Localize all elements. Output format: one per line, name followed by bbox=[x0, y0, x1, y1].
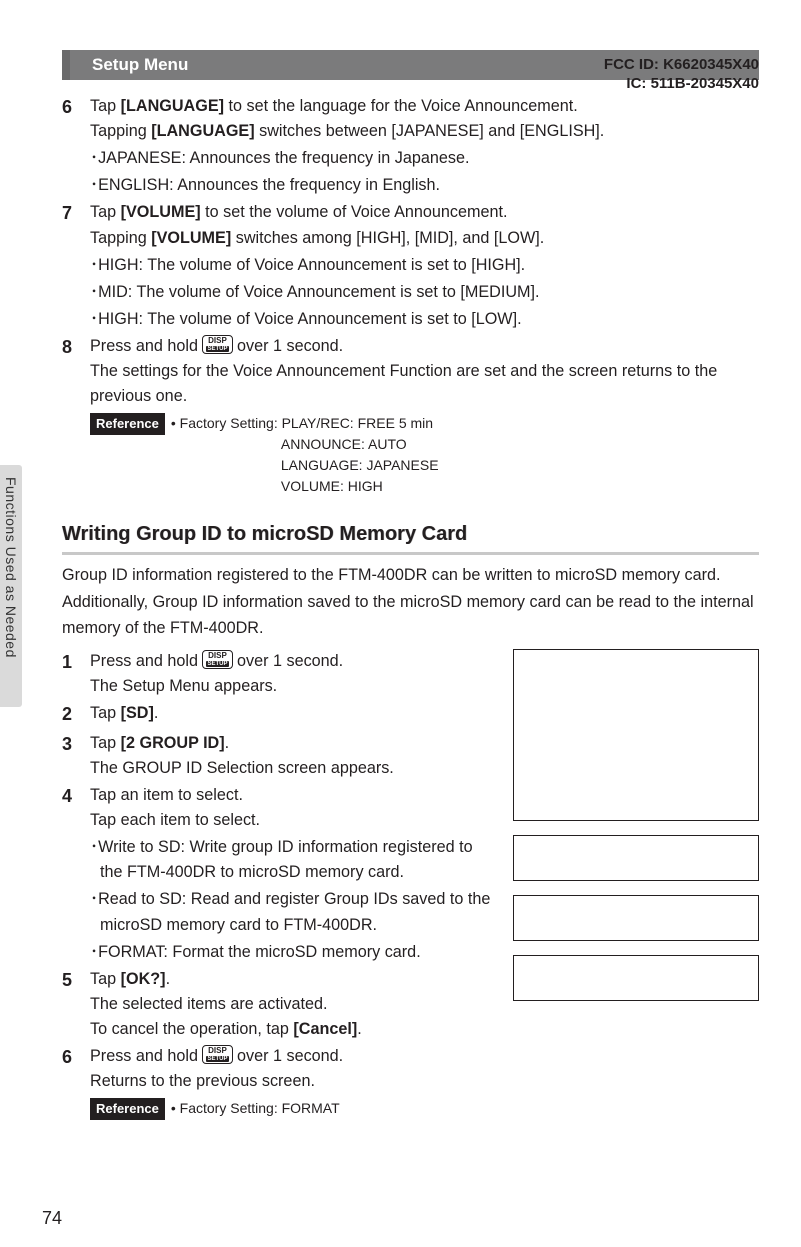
intro-paragraph: Group ID information registered to the F… bbox=[62, 563, 759, 588]
step-b2: 2 Tap [SD]. bbox=[62, 701, 495, 729]
step-number: 1 bbox=[62, 649, 90, 699]
bullet: ･Write to SD: Write group ID information… bbox=[90, 835, 495, 885]
step-line: Press and hold DISPSETUP over 1 second. bbox=[90, 1044, 495, 1069]
side-tab: Functions Used as Needed bbox=[0, 465, 22, 707]
step-number: 5 bbox=[62, 967, 90, 1042]
reference-line: LANGUAGE: JAPANESE bbox=[171, 455, 439, 476]
intro-paragraph: Additionally, Group ID information saved… bbox=[62, 590, 759, 640]
step-line: Tap [SD]. bbox=[90, 701, 495, 726]
reference-block: Reference • Factory Setting: FORMAT bbox=[90, 1098, 495, 1120]
step-line: The Setup Menu appears. bbox=[90, 674, 495, 699]
ic-id: IC: 511B-20345X40 bbox=[604, 75, 759, 94]
step-line: Tap [LANGUAGE] to set the language for t… bbox=[90, 94, 759, 119]
step-line: Tapping [VOLUME] switches among [HIGH], … bbox=[90, 226, 759, 251]
figure-column bbox=[513, 647, 759, 1015]
step-b4: 4 Tap an item to select. Tap each item t… bbox=[62, 783, 495, 965]
step-line: Returns to the previous screen. bbox=[90, 1069, 495, 1094]
step-line: The GROUP ID Selection screen appears. bbox=[90, 756, 495, 781]
step-7: 7 Tap [VOLUME] to set the volume of Voic… bbox=[62, 200, 759, 332]
step-6: 6 Tap [LANGUAGE] to set the language for… bbox=[62, 94, 759, 198]
bullet: ･MID: The volume of Voice Announcement i… bbox=[90, 280, 759, 305]
bullet: ･Read to SD: Read and register Group IDs… bbox=[90, 887, 495, 937]
step-line: To cancel the operation, tap [Cancel]. bbox=[90, 1017, 495, 1042]
step-line: Tap [OK?]. bbox=[90, 967, 495, 992]
reference-line: • Factory Setting: PLAY/REC: FREE 5 min bbox=[171, 413, 439, 434]
step-line: Press and hold DISPSETUP over 1 second. bbox=[90, 649, 495, 674]
bullet: ･FORMAT: Format the microSD memory card. bbox=[90, 940, 495, 965]
step-number: 6 bbox=[62, 94, 90, 198]
step-line: Tap each item to select. bbox=[90, 808, 495, 833]
step-line: The settings for the Voice Announcement … bbox=[90, 359, 759, 409]
bullet: ･ENGLISH: Announces the frequency in Eng… bbox=[90, 173, 759, 198]
step-number: 2 bbox=[62, 701, 90, 729]
step-8: 8 Press and hold DISPSETUP over 1 second… bbox=[62, 334, 759, 497]
heading-underline bbox=[62, 552, 759, 555]
reference-badge: Reference bbox=[90, 1098, 165, 1120]
step-number: 8 bbox=[62, 334, 90, 497]
step-number: 7 bbox=[62, 200, 90, 332]
step-b1: 1 Press and hold DISPSETUP over 1 second… bbox=[62, 649, 495, 699]
bullet: ･HIGH: The volume of Voice Announcement … bbox=[90, 253, 759, 278]
reference-badge: Reference bbox=[90, 413, 165, 435]
reference-line: ANNOUNCE: AUTO bbox=[171, 434, 439, 455]
bullet: ･JAPANESE: Announces the frequency in Ja… bbox=[90, 146, 759, 171]
fcc-id: FCC ID: K6620345X40 bbox=[604, 56, 759, 75]
step-b3: 3 Tap [2 GROUP ID]. The GROUP ID Selecti… bbox=[62, 731, 495, 781]
disp-setup-icon: DISPSETUP bbox=[202, 650, 232, 669]
section-heading: Writing Group ID to microSD Memory Card bbox=[62, 519, 759, 550]
step-line: Tapping [LANGUAGE] switches between [JAP… bbox=[90, 119, 759, 144]
step-line: Tap an item to select. bbox=[90, 783, 495, 808]
page-number: 74 bbox=[42, 1208, 62, 1229]
step-number: 3 bbox=[62, 731, 90, 781]
disp-setup-icon: DISPSETUP bbox=[202, 1045, 232, 1064]
step-line: Tap [VOLUME] to set the volume of Voice … bbox=[90, 200, 759, 225]
step-b6: 6 Press and hold DISPSETUP over 1 second… bbox=[62, 1044, 495, 1120]
side-tab-label: Functions Used as Needed bbox=[3, 477, 19, 658]
bullet: ･HIGH: The volume of Voice Announcement … bbox=[90, 307, 759, 332]
reference-line: • Factory Setting: FORMAT bbox=[171, 1098, 340, 1119]
reference-line: VOLUME: HIGH bbox=[171, 476, 439, 497]
step-number: 6 bbox=[62, 1044, 90, 1120]
step-line: Press and hold DISPSETUP over 1 second. bbox=[90, 334, 759, 359]
header-ids: FCC ID: K6620345X40 IC: 511B-20345X40 bbox=[604, 56, 759, 94]
step-b5: 5 Tap [OK?]. The selected items are acti… bbox=[62, 967, 495, 1042]
disp-setup-icon: DISPSETUP bbox=[202, 335, 232, 354]
figure-placeholder bbox=[513, 895, 759, 941]
step-line: The selected items are activated. bbox=[90, 992, 495, 1017]
step-line: Tap [2 GROUP ID]. bbox=[90, 731, 495, 756]
figure-placeholder bbox=[513, 955, 759, 1001]
step-number: 4 bbox=[62, 783, 90, 965]
figure-placeholder bbox=[513, 649, 759, 821]
reference-block: Reference • Factory Setting: PLAY/REC: F… bbox=[90, 413, 759, 497]
figure-placeholder bbox=[513, 835, 759, 881]
